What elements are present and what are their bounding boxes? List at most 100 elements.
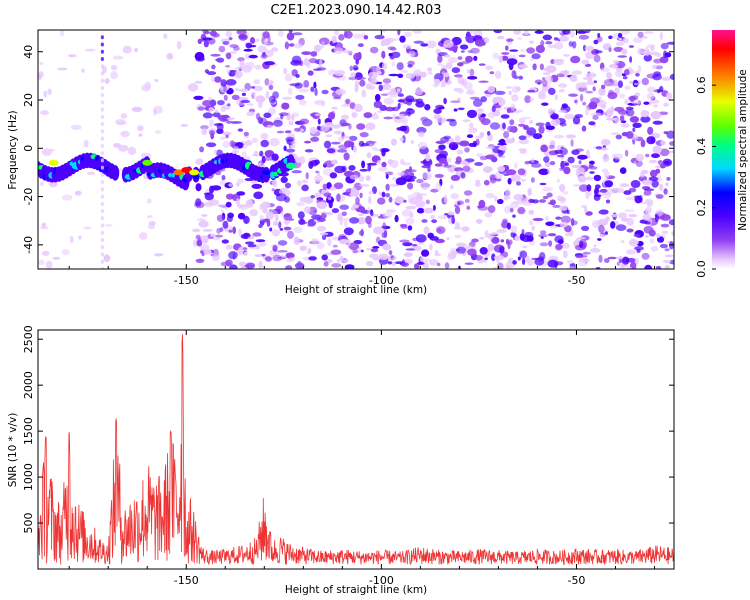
spectrogram-streak-cell	[100, 216, 104, 221]
spectrogram-cell	[223, 94, 228, 101]
spectrogram-cell	[615, 69, 624, 78]
spectrogram-cell	[391, 138, 397, 146]
spectrogram-cell	[586, 149, 590, 157]
spectrogram-cell	[317, 118, 321, 125]
spectrogram-cell	[483, 179, 490, 186]
spectrogram-cell	[487, 131, 491, 136]
spectrogram-cell	[646, 92, 655, 100]
spectrogram-cell	[438, 157, 448, 164]
spectrogram-cell	[341, 165, 347, 172]
spectrogram-cell	[524, 160, 531, 165]
spectrogram-cell	[291, 114, 295, 121]
spectrogram-cell	[293, 43, 303, 49]
spectrogram-cell	[242, 232, 251, 238]
spectrogram-cell	[293, 226, 303, 233]
spectrogram-cell	[524, 30, 529, 36]
spectrogram-cell	[397, 73, 404, 79]
spectrogram-cell	[348, 165, 356, 171]
spectrogram-cell	[239, 60, 245, 68]
spectrogram-cell	[410, 140, 415, 144]
spectrogram-cell	[599, 189, 608, 193]
spectrogram-cell	[614, 87, 620, 95]
spectrogram-cell	[224, 206, 228, 210]
spectrogram-cell	[626, 108, 635, 117]
spectrogram-cell	[384, 171, 394, 176]
spectrogram-cell	[632, 122, 642, 128]
spectrogram-cell	[118, 144, 129, 152]
spectrogram-cell	[589, 248, 601, 253]
spectrogram-cell	[140, 152, 152, 159]
spectrogram-cell	[642, 179, 653, 185]
spectrogram-cell	[585, 72, 597, 78]
spectrogram-cell	[211, 253, 220, 261]
spectrogram-cell	[594, 184, 601, 189]
spectrogram-cell	[307, 224, 313, 227]
spectrogram-cell	[350, 72, 356, 77]
spectrogram-cell	[561, 103, 568, 109]
spectrogram-cell	[485, 154, 496, 160]
spectrogram-cell	[617, 32, 623, 38]
spectrogram-cell	[237, 212, 246, 220]
spectrogram-cell	[593, 194, 602, 197]
spectrogram-cell	[429, 243, 433, 251]
spectrogram-cell	[295, 94, 305, 100]
spectrogram-cell	[275, 205, 283, 213]
spectrogram-cell	[620, 30, 631, 35]
spectrogram-cell	[405, 205, 417, 210]
spectrogram-cell	[554, 94, 558, 101]
spectrogram-cell	[538, 168, 550, 176]
spectrogram-cell	[341, 103, 351, 107]
spectrogram-cell	[373, 214, 379, 217]
spectrogram-cell	[530, 177, 535, 183]
spectrogram-cell	[649, 159, 658, 164]
spectrogram-cell	[271, 229, 281, 237]
spectrogram-cell	[283, 67, 288, 75]
spectrogram-streak-cell	[100, 158, 104, 163]
spectrogram-cell	[269, 227, 273, 232]
spectrogram-cell	[254, 64, 262, 70]
spectrogram-cell	[284, 73, 293, 82]
spectrogram-cell	[365, 175, 371, 182]
spectrogram-streak-cell	[100, 180, 104, 185]
spectrogram-cell	[590, 112, 602, 117]
spectrogram-cell	[647, 86, 656, 93]
spectrogram-cell	[435, 226, 446, 235]
spectrogram-cell	[202, 229, 213, 232]
spectrogram-cell	[222, 41, 230, 46]
spectrogram-cell	[313, 44, 321, 53]
spectrogram-cell	[430, 214, 436, 219]
spectrogram-cell	[430, 188, 439, 193]
spectrogram-xlabel: Height of straight line (km)	[285, 284, 427, 296]
spectrogram-cell	[626, 228, 634, 233]
spectrogram-cell	[614, 106, 625, 112]
spectrogram-cell	[669, 73, 674, 80]
spectrogram-cell	[626, 266, 632, 269]
spectrogram-cell	[437, 215, 448, 220]
spectrogram-cell	[407, 194, 416, 201]
spectrogram-cell	[285, 148, 296, 153]
spectrogram-cell	[238, 205, 249, 211]
spectrogram-cell	[547, 167, 551, 174]
spectrogram-cell	[225, 193, 235, 200]
spectrogram-cell	[525, 255, 530, 263]
spectrogram-cell	[491, 231, 498, 235]
spectrogram-cell	[298, 156, 306, 165]
spectrogram-cell	[650, 245, 659, 252]
spectrogram-cell	[622, 37, 629, 44]
spectrogram-cell	[224, 228, 230, 231]
spectrogram-cell	[614, 117, 619, 124]
spectrogram-cell	[382, 212, 393, 219]
spectrogram-cell	[262, 31, 270, 39]
spectrogram-cell	[210, 233, 216, 237]
spectrogram-cell	[483, 37, 490, 43]
spectrogram-cell	[559, 183, 566, 192]
spectrogram-cell	[343, 152, 350, 161]
spectrogram-cell	[226, 215, 233, 222]
spectrogram-cell	[43, 90, 47, 98]
spectrogram-cell	[606, 188, 615, 195]
spectrogram-cell	[660, 42, 669, 50]
spectrogram-cell	[403, 199, 407, 203]
spectrogram-cell	[655, 65, 663, 70]
spectrogram-cell	[660, 163, 666, 169]
spectrogram-cell	[671, 231, 674, 236]
